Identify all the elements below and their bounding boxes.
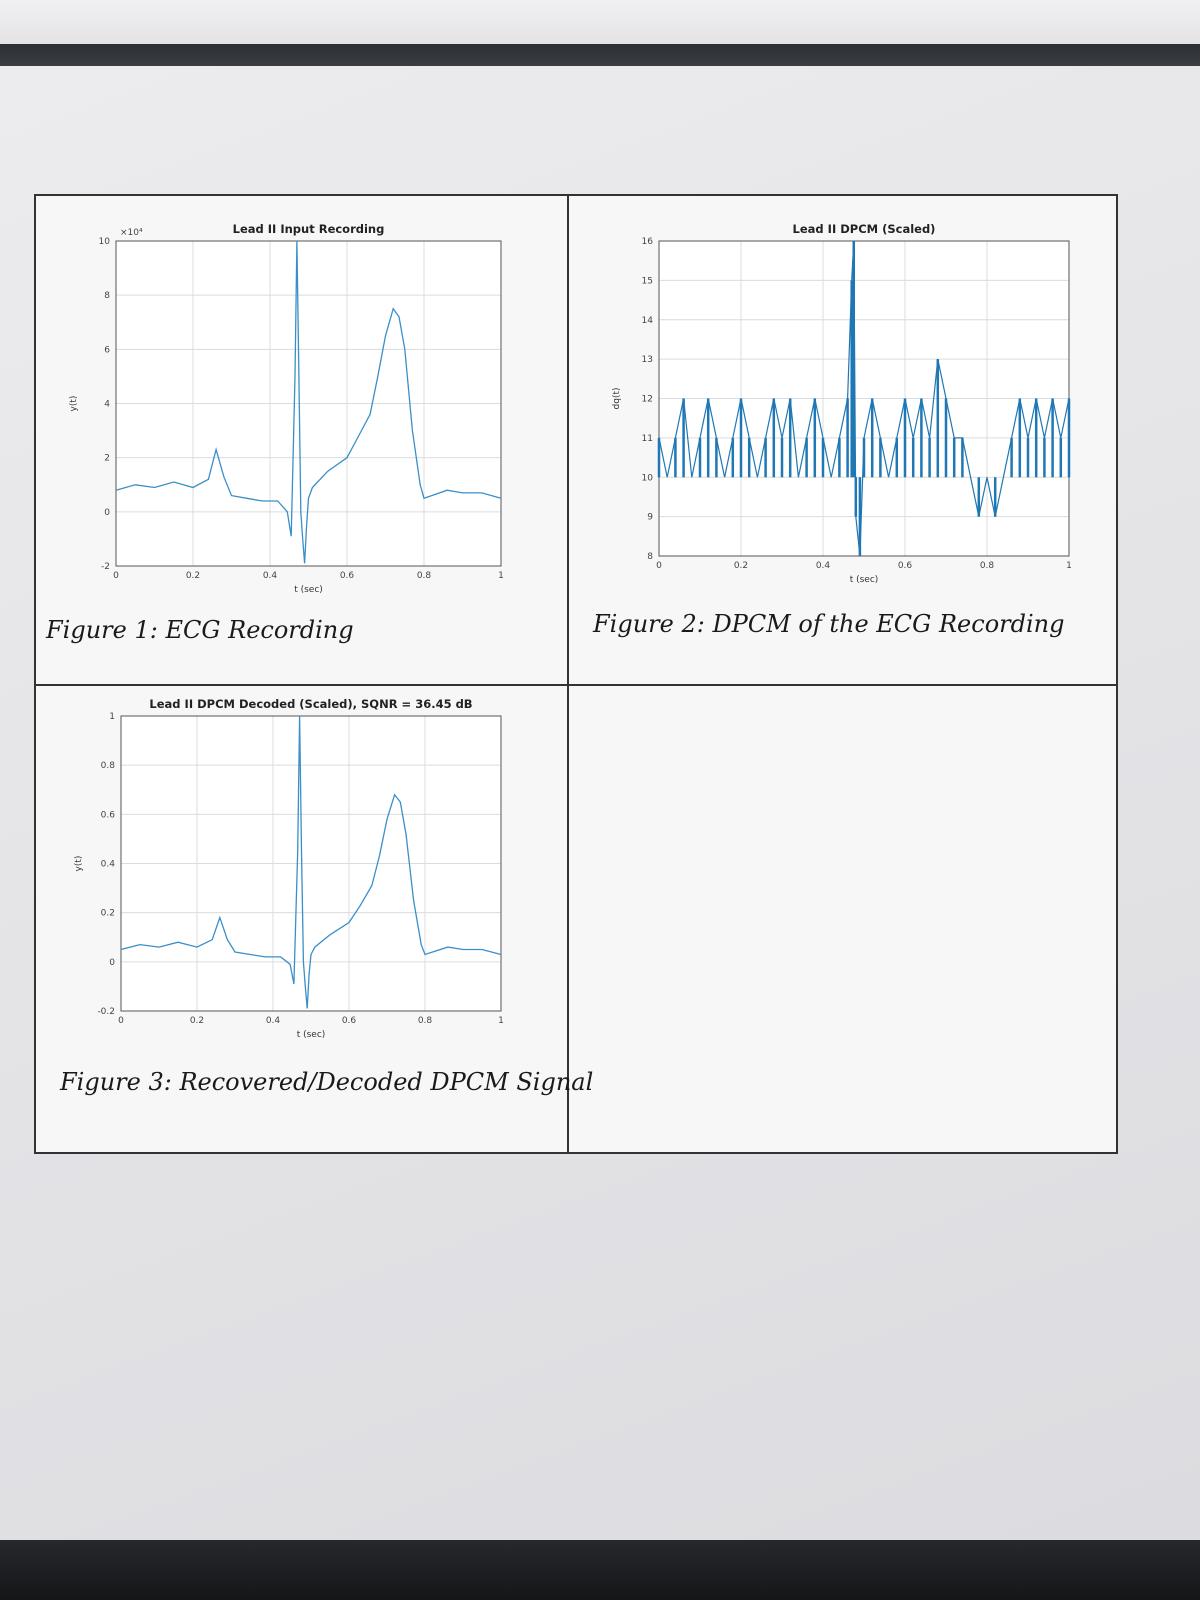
y-tick-label: -0.2 [97, 1007, 115, 1017]
axes-frame [120, 715, 502, 1012]
figure-table: 0 0.2 0.4 0.6 0.8 1 -2 0 2 4 6 8 10 Lead II Input Rec… [34, 194, 1118, 1154]
x-tick-label: 0.6 [340, 571, 355, 581]
y-tick-label: 14 [642, 316, 654, 326]
y-tick-label: 0.8 [101, 761, 116, 771]
y-tick-label: 2 [104, 454, 110, 464]
axes-frame [115, 240, 502, 567]
x-tick-label: 0.4 [266, 1016, 281, 1026]
x-tick-label: 0 [656, 561, 662, 571]
x-tick-label: 0.4 [816, 561, 831, 571]
figure-cell-3: 0 0.2 0.4 0.6 0.8 1 -0.2 0 0.2 0.4 0.6 0.8 1 Lead II … [36, 686, 593, 1152]
monitor-bezel-top [0, 44, 1200, 66]
ecg-series-line [120, 715, 502, 1009]
background-top [0, 0, 1200, 44]
y-tick-label: 12 [642, 395, 653, 405]
y-tick-label: 4 [104, 400, 110, 410]
x-tick-label: 0.2 [186, 571, 200, 581]
x-tick-label: 0 [118, 1016, 124, 1026]
figure-cell-2: 0 0.2 0.4 0.6 0.8 1 8 9 10 11 12 13 14 15 16 Lead II DP… [569, 196, 1116, 686]
figure-caption-3: Figure 3: Recovered/Decoded DPCM Signal [60, 1068, 594, 1096]
y-exponent-label: ×10⁴ [120, 228, 143, 238]
x-axis-label: t (sec) [297, 1030, 326, 1040]
y-tick-label: -2 [101, 562, 110, 572]
y-tick-label: 0.4 [101, 860, 116, 870]
chart-dpcm: 0 0.2 0.4 0.6 0.8 1 8 9 10 11 12 13 14 15 16 Lead II DP… [612, 222, 1072, 585]
y-tick-label: 1 [109, 712, 115, 722]
x-tick-label: 0.8 [417, 571, 432, 581]
x-tick-label: 0.6 [342, 1016, 357, 1026]
x-tick-label: 0.2 [734, 561, 748, 571]
x-tick-label: 1 [498, 571, 504, 581]
y-tick-label: 6 [104, 345, 110, 355]
chart-title: Lead II DPCM (Scaled) [793, 222, 936, 236]
y-tick-label: 0.6 [101, 810, 116, 820]
x-tick-label: 1 [498, 1016, 504, 1026]
y-tick-label: 0.2 [101, 909, 115, 919]
y-axis-label: dq(t) [612, 388, 622, 410]
chart-title: Lead II Input Recording [233, 222, 385, 236]
y-tick-label: 8 [647, 552, 653, 562]
x-axis-label: t (sec) [294, 585, 323, 595]
x-tick-label: 1 [1066, 561, 1072, 571]
figure-cell-1: 0 0.2 0.4 0.6 0.8 1 -2 0 2 4 6 8 10 Lead II Input Rec… [36, 196, 569, 686]
chart-title: Lead II DPCM Decoded (Scaled), SQNR = 36… [149, 697, 472, 711]
x-tick-label: 0 [113, 571, 119, 581]
y-tick-label: 8 [104, 291, 110, 301]
x-axis-label: t (sec) [850, 575, 879, 585]
x-tick-label: 0.6 [898, 561, 913, 571]
y-tick-label: 15 [642, 276, 653, 286]
y-tick-label: 9 [647, 513, 653, 523]
y-axis-label: y(t) [74, 856, 84, 872]
y-tick-label: 0 [109, 958, 115, 968]
dpcm-series-line [658, 240, 1070, 557]
y-tick-label: 13 [642, 355, 653, 365]
figure-cell-4-empty [569, 686, 1116, 1152]
y-tick-label: 10 [642, 473, 654, 483]
y-tick-label: 0 [104, 508, 110, 518]
y-tick-label: 10 [99, 237, 111, 247]
x-tick-label: 0.8 [418, 1016, 433, 1026]
monitor-bezel-bottom [0, 1540, 1200, 1600]
y-tick-label: 11 [642, 434, 653, 444]
x-tick-label: 0.2 [190, 1016, 204, 1026]
ecg-series-line [115, 240, 502, 564]
x-tick-label: 0.4 [263, 571, 278, 581]
figure-caption-2: Figure 2: DPCM of the ECG Recording [593, 610, 1065, 638]
y-axis-label: y(t) [69, 396, 79, 412]
y-tick-label: 16 [642, 237, 654, 247]
figure-caption-1: Figure 1: ECG Recording [46, 616, 354, 644]
x-tick-label: 0.8 [980, 561, 995, 571]
